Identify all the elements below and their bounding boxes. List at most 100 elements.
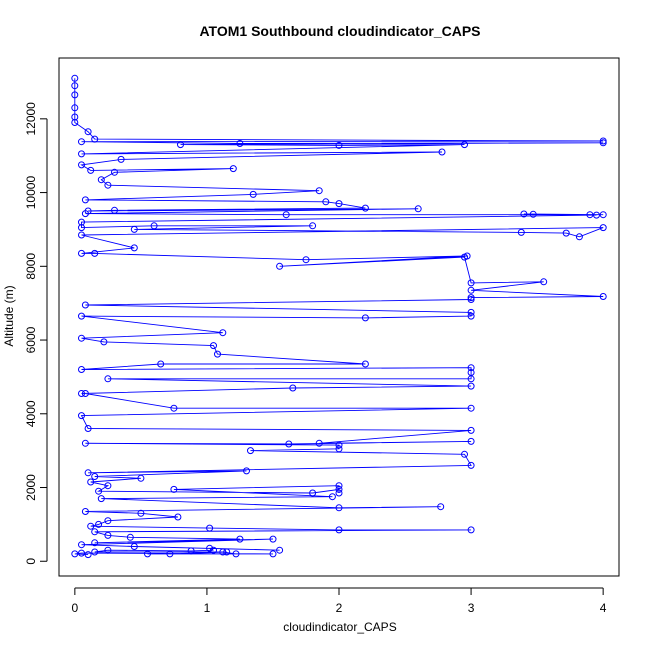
data-point xyxy=(309,489,317,497)
data-point xyxy=(210,342,217,350)
data-point xyxy=(276,546,284,554)
data-point xyxy=(111,206,118,214)
data-point xyxy=(71,550,79,558)
data-point xyxy=(78,161,85,169)
data-point xyxy=(210,546,217,554)
data-point xyxy=(78,412,85,420)
data-point xyxy=(575,233,583,241)
data-point xyxy=(302,256,310,264)
data-point xyxy=(269,535,277,543)
y-tick-label: 4000 xyxy=(24,400,38,427)
data-point xyxy=(236,140,244,147)
y-tick-label: 6000 xyxy=(24,326,38,353)
data-point xyxy=(104,482,112,490)
data-point xyxy=(438,148,446,156)
data-point xyxy=(247,447,254,455)
data-point xyxy=(285,440,293,448)
data-point xyxy=(91,548,99,556)
data-point xyxy=(593,211,600,219)
data-point xyxy=(81,210,89,218)
data-point xyxy=(328,493,336,501)
data-point xyxy=(520,210,528,218)
y-tick-label: 8000 xyxy=(24,253,38,280)
data-point xyxy=(78,231,85,239)
y-tick-label: 0 xyxy=(24,558,38,565)
data-point xyxy=(71,91,79,99)
x-tick-label: 0 xyxy=(72,601,79,615)
data-point xyxy=(157,360,165,368)
data-point xyxy=(315,439,323,447)
data-point xyxy=(174,513,182,521)
data-point xyxy=(187,547,195,555)
data-point xyxy=(461,450,468,458)
data-point xyxy=(78,334,85,342)
data-point xyxy=(104,181,112,189)
plot-frame xyxy=(58,57,620,577)
data-point xyxy=(87,478,95,486)
data-point xyxy=(91,473,99,480)
data-point xyxy=(335,441,343,449)
data-point xyxy=(100,338,108,346)
data-point xyxy=(335,489,343,497)
x-axis-label: cloudindicator_CAPS xyxy=(283,620,396,634)
data-point xyxy=(467,382,475,390)
data-point xyxy=(81,301,89,309)
data-point xyxy=(91,539,99,547)
data-point xyxy=(219,329,227,337)
data-point xyxy=(144,550,151,558)
data-point xyxy=(91,135,99,143)
data-point xyxy=(282,211,290,219)
data-point xyxy=(91,249,99,257)
data-point xyxy=(335,200,343,208)
data-point xyxy=(130,244,138,252)
data-point xyxy=(117,155,125,163)
data-point xyxy=(599,224,607,232)
data-point xyxy=(467,294,475,302)
data-point xyxy=(71,82,79,90)
data-point xyxy=(78,541,85,549)
data-point xyxy=(81,390,89,397)
data-point xyxy=(81,439,89,447)
y-axis: 0 2000 4000 6000 8000 10000 12000 xyxy=(24,102,48,565)
data-point xyxy=(517,228,525,236)
x-tick-label: 1 xyxy=(204,601,211,615)
data-point xyxy=(540,278,548,286)
plot-area xyxy=(71,74,607,559)
data-point xyxy=(467,286,475,294)
data-point xyxy=(91,528,99,536)
data-point xyxy=(467,308,475,316)
data-point xyxy=(104,517,112,525)
data-point xyxy=(223,548,231,556)
data-point xyxy=(467,279,475,287)
data-point xyxy=(467,426,475,434)
data-point xyxy=(87,166,95,174)
data-point xyxy=(276,262,284,270)
data-point xyxy=(467,375,475,383)
data-point xyxy=(104,531,112,539)
data-point xyxy=(84,425,92,432)
x-tick-label: 2 xyxy=(336,601,343,615)
data-point xyxy=(177,141,184,149)
data-point xyxy=(78,138,85,146)
y-axis-label: Altitude (m) xyxy=(2,285,16,346)
data-point xyxy=(97,495,105,503)
data-point xyxy=(150,222,158,230)
data-point xyxy=(170,485,178,493)
data-point xyxy=(71,74,79,82)
data-point xyxy=(95,520,103,528)
data-point xyxy=(84,551,92,559)
data-point xyxy=(335,526,343,534)
data-point xyxy=(229,165,237,173)
data-point xyxy=(78,312,85,320)
data-point xyxy=(529,210,537,218)
data-point xyxy=(232,550,240,558)
data-point xyxy=(361,360,369,368)
data-point xyxy=(214,350,221,358)
data-point xyxy=(236,535,244,543)
data-point xyxy=(95,487,103,495)
data-point xyxy=(437,503,445,511)
data-point xyxy=(467,296,475,303)
data-point xyxy=(78,549,85,557)
data-point xyxy=(361,314,369,322)
